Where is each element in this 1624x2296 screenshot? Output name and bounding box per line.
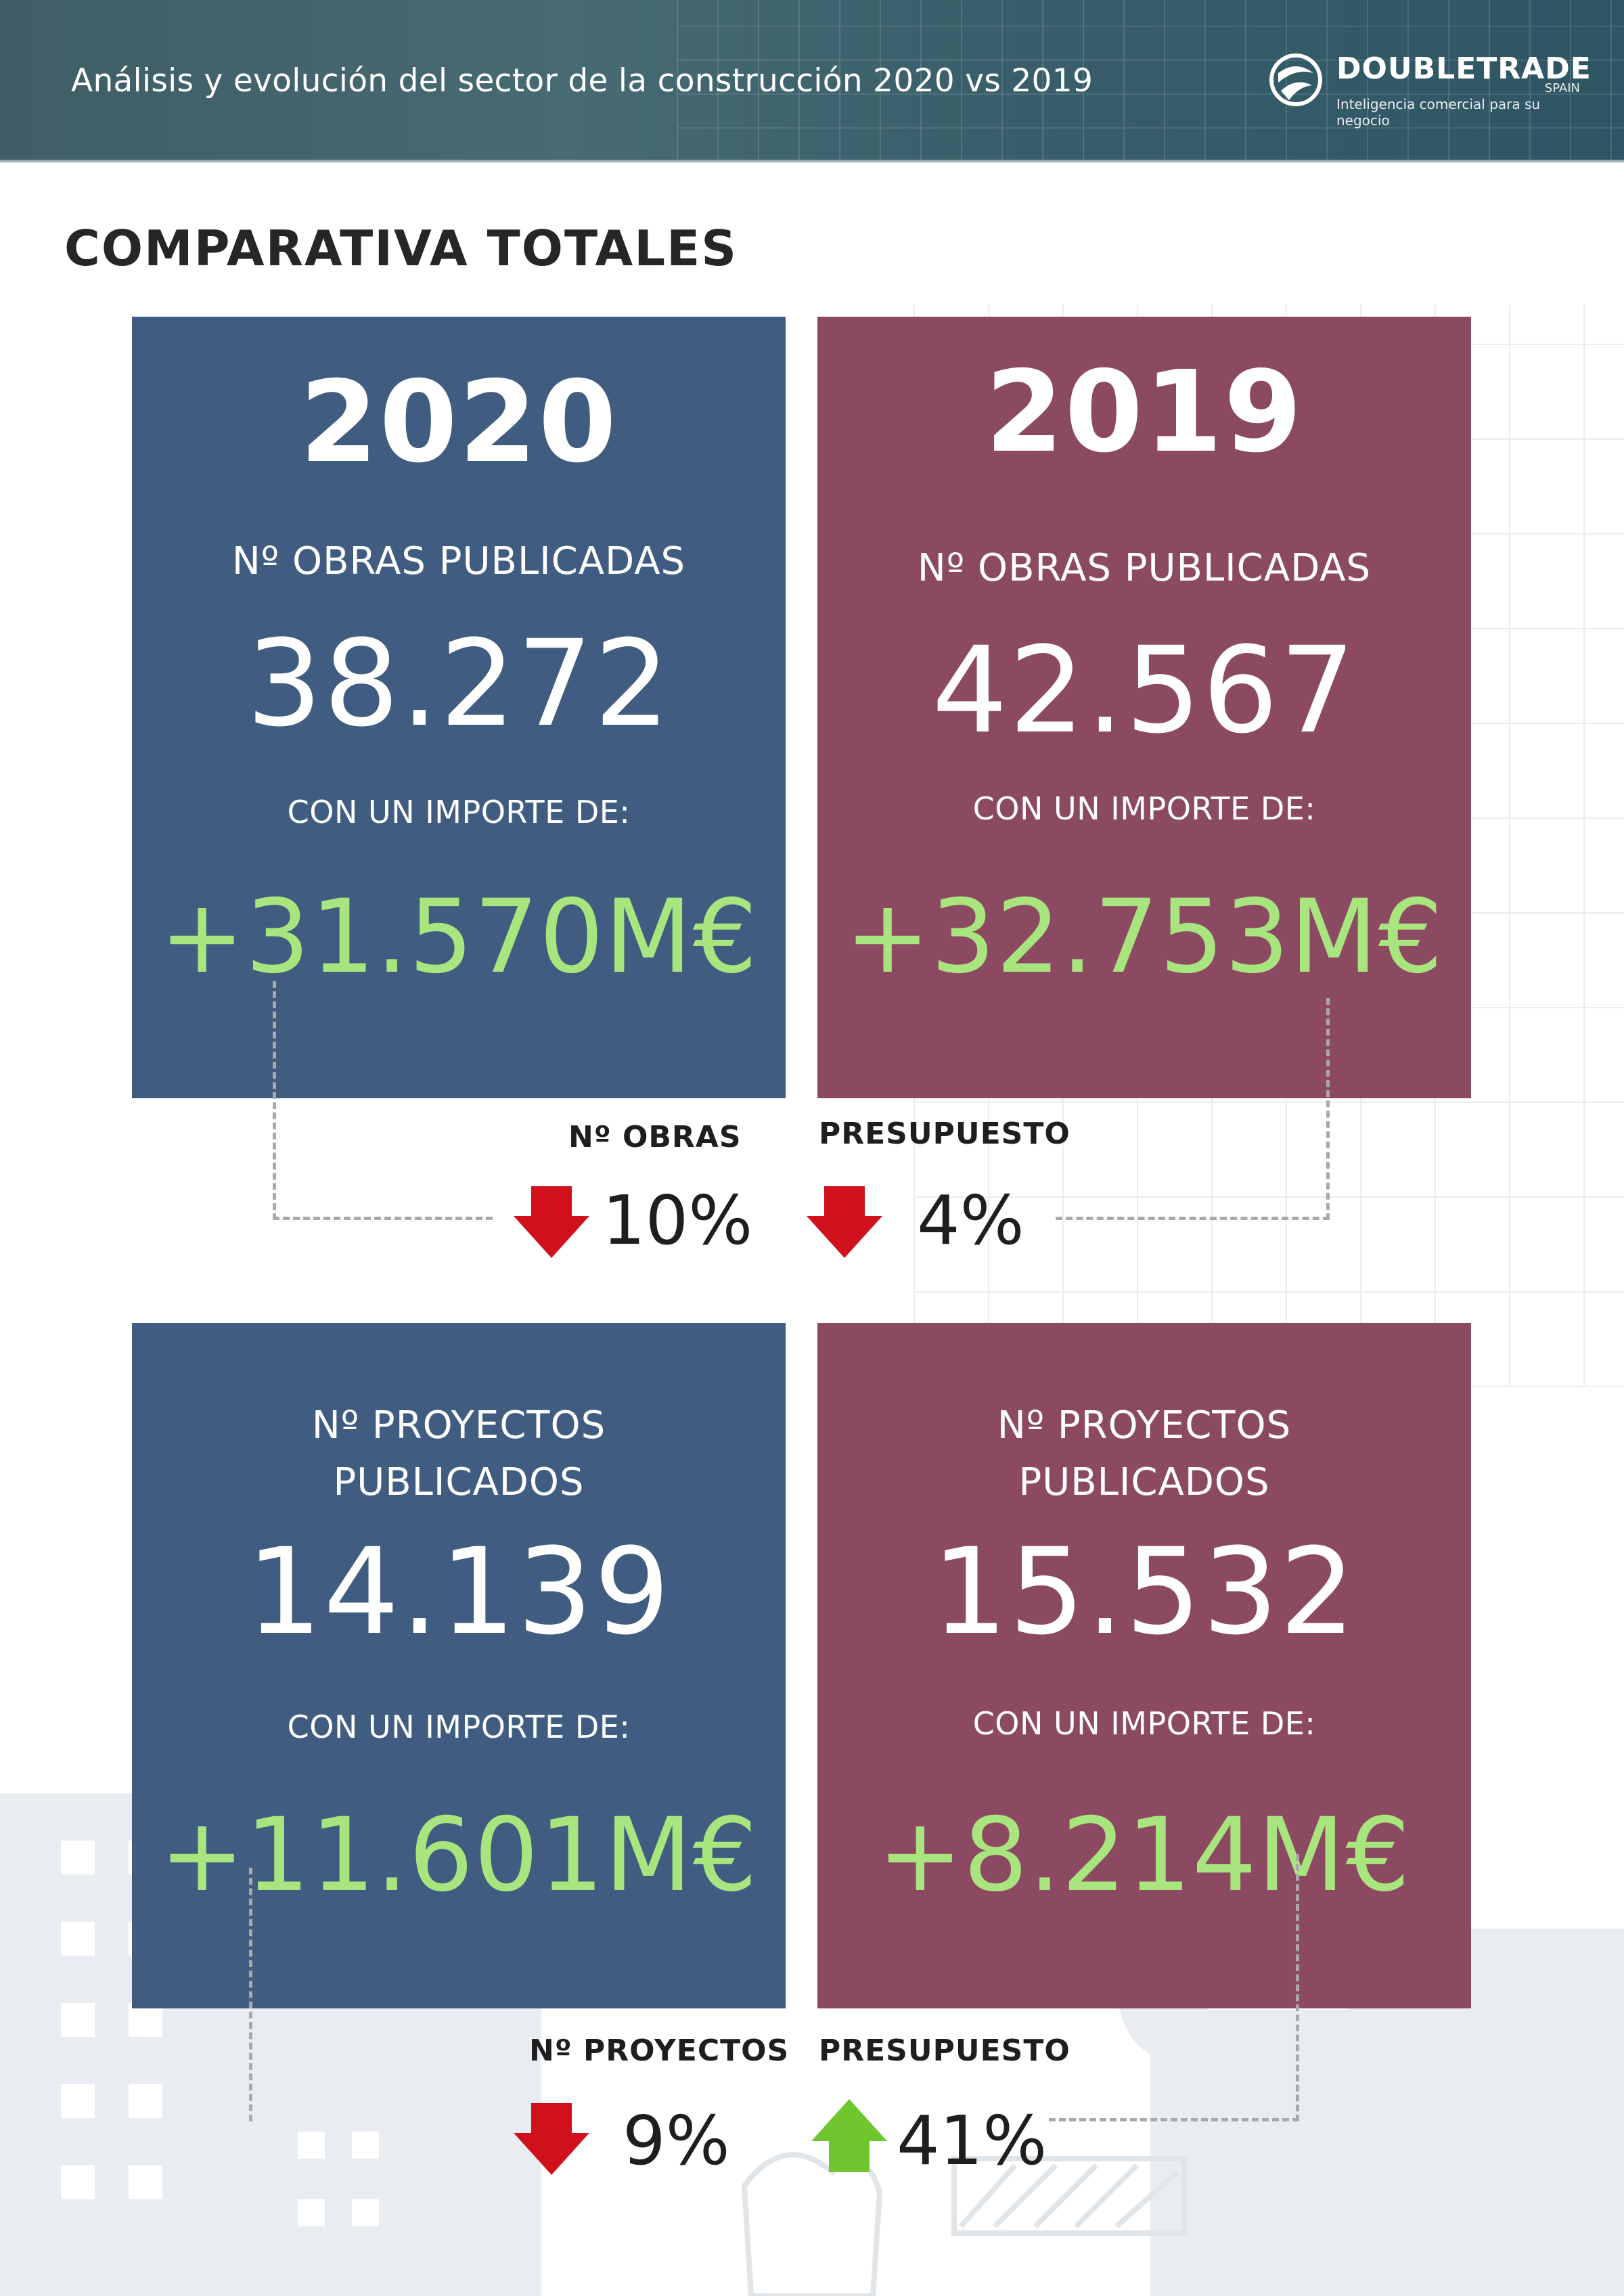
card-label: Nº OBRAS PUBLICADAS [231, 539, 686, 583]
logo-tagline: Inteligencia comercial para su negocio [1336, 96, 1541, 129]
card-label-line2: PUBLICADOS [1018, 1460, 1270, 1504]
card-value: 14.139 [246, 1523, 671, 1661]
header-divider [0, 160, 1624, 162]
connector-line-presupuesto [1056, 998, 1330, 1220]
card-obras-2020: 2020 Nº OBRAS PUBLICADAS 38.272 CON UN I… [132, 317, 786, 1098]
section-title: COMPARATIVA TOTALES [64, 220, 738, 277]
card-year: 2019 [985, 347, 1303, 478]
card-amount: +32.753M€ [844, 878, 1444, 996]
comparison-pct-presupuesto-2: 41% [897, 2101, 1047, 2180]
connector-line-proyectos [249, 1868, 252, 2121]
card-subtitle: CON UN IMPORTE DE: [287, 1709, 631, 1745]
comparison-label-proyectos: Nº PROYECTOS [529, 2033, 790, 2068]
card-value: 38.272 [246, 614, 671, 753]
arrow-down-icon [807, 1186, 882, 1258]
arrow-down-icon [514, 2103, 589, 2175]
arrow-up-icon [811, 2099, 887, 2172]
card-value: 15.532 [932, 1523, 1357, 1661]
card-amount: +31.570M€ [159, 878, 759, 996]
arrow-down-icon [514, 1186, 589, 1258]
card-subtitle: CON UN IMPORTE DE: [287, 794, 631, 830]
card-value: 42.567 [932, 621, 1357, 760]
header-title: Análisis y evolución del sector de la co… [71, 62, 1093, 99]
card-label-line2: PUBLICADOS [333, 1460, 585, 1504]
doubletrade-logo: DOUBLETRADE SPAIN Inteligencia comercial… [1269, 49, 1591, 129]
logo-country: SPAIN [1544, 81, 1580, 95]
card-amount: +8.214M€ [878, 1797, 1411, 1914]
comparison-pct-presupuesto: 4% [917, 1181, 1024, 1260]
comparison-label-obras: Nº OBRAS [568, 1120, 742, 1154]
header-background-building [677, 0, 1624, 162]
comparison-pct-proyectos: 9% [623, 2101, 730, 2180]
logo-name: DOUBLETRADE [1336, 51, 1592, 86]
card-proyectos-2020: Nº PROYECTOS PUBLICADOS 14.139 CON UN IM… [132, 1323, 786, 2008]
comparison-pct-obras: 10% [602, 1181, 753, 1260]
card-obras-2019: 2019 Nº OBRAS PUBLICADAS 42.567 CON UN I… [817, 317, 1471, 1098]
connector-line-presupuesto-2 [1049, 1854, 1299, 2121]
card-subtitle: CON UN IMPORTE DE: [972, 790, 1316, 827]
card-amount: +11.601M€ [159, 1797, 759, 1914]
comparison-label-presupuesto-2: PRESUPUESTO [819, 2033, 1070, 2068]
comparison-label-presupuesto: PRESUPUESTO [819, 1117, 1070, 1151]
card-label: Nº OBRAS PUBLICADAS [917, 546, 1372, 590]
card-year: 2020 [299, 357, 618, 488]
card-subtitle: CON UN IMPORTE DE: [972, 1705, 1316, 1742]
page-header: Análisis y evolución del sector de la co… [0, 0, 1624, 162]
card-proyectos-2019: Nº PROYECTOS PUBLICADOS 15.532 CON UN IM… [817, 1323, 1471, 2008]
card-label-line1: Nº PROYECTOS [311, 1403, 606, 1447]
connector-line-obras [273, 981, 493, 1220]
card-label-line1: Nº PROYECTOS [997, 1403, 1292, 1447]
doubletrade-logo-icon [1269, 53, 1322, 106]
